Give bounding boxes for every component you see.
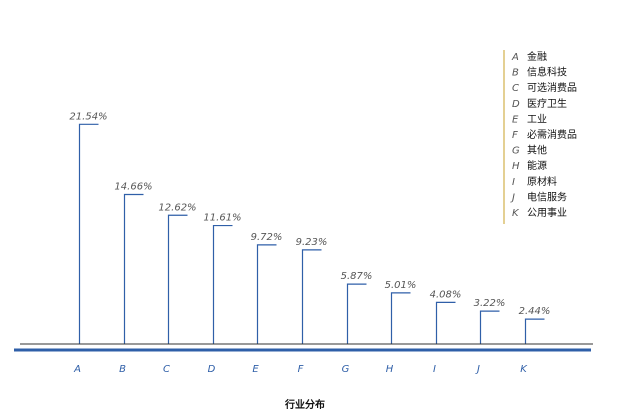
legend-key-I: I [512,177,515,188]
legend-key-H: H [512,161,520,172]
x-tick-label-F: F [298,364,304,375]
legend-label-C: 可选消费品 [527,81,577,94]
value-label-E: 9.72% [251,232,283,243]
x-tick-label-E: E [252,364,259,375]
legend-key-C: C [512,83,519,94]
value-label-I: 4.08% [430,289,462,300]
legend-label-H: 能源 [527,159,547,172]
value-label-G: 5.87% [341,271,373,282]
legend-key-A: A [511,52,519,63]
legend-key-E: E [512,114,519,125]
legend-label-K: 公用事业 [527,206,567,219]
legend-key-K: K [512,208,520,219]
x-tick-label-A: A [73,364,81,375]
value-label-J: 3.22% [474,298,506,309]
x-tick-label-B: B [119,364,126,375]
x-tick-label-C: C [163,364,170,375]
bar-K [524,318,545,344]
x-tick-label-J: J [475,364,480,375]
x-tick-label-G: G [342,364,350,375]
x-tick-label-I: I [433,364,436,375]
bar-E [256,244,277,344]
bar-F [301,249,322,344]
x-axis-title: 行业分布 [284,398,325,411]
value-label-B: 14.66% [114,181,152,192]
value-label-K: 2.44% [519,306,551,317]
legend-label-E: 工业 [527,113,547,125]
x-tick-label-D: D [208,364,216,375]
bar-I [435,301,456,344]
bars-group: 21.54% 14.66% 12.62% 11.61% 9.72% 9.23% 5.87% 5… [69,111,550,344]
legend-key-F: F [512,130,518,141]
legend-label-A: 金融 [527,50,547,63]
value-label-D: 11.61% [203,213,241,224]
legend-key-B: B [512,68,519,79]
bar-G [346,283,367,344]
x-tick-label-K: K [520,364,528,375]
bar-J [479,310,500,344]
value-label-H: 5.01% [385,280,417,291]
legend-key-G: G [512,146,520,157]
bar-D [212,224,233,344]
legend-label-I: 原材料 [527,175,557,188]
legend-key-D: D [512,99,520,110]
legend-label-J: 电信服务 [527,190,567,203]
value-label-C: 12.62% [158,202,196,213]
bar-C [167,214,188,344]
legend-label-B: 信息科技 [527,66,567,79]
legend-label-D: 医疗卫生 [527,97,567,110]
bar-B [123,193,144,344]
bar-H [390,292,411,344]
legend: A 金融 B 信息科技 C 可选消费品 D 医疗卫生 E 工业 F 必需消费品 G 其他 H 能源 I 原材料 J 电… [510,50,577,219]
legend-label-F: 必需消费品 [527,128,577,141]
legend-label-G: 其他 [527,144,547,157]
legend-key-J: J [510,192,515,203]
value-label-A: 21.54% [69,111,107,122]
x-tick-label-H: H [386,364,394,375]
x-tick-labels: A B C D E F G H I J K [73,364,528,375]
value-label-F: 9.23% [296,237,328,248]
bar-A [78,123,99,344]
